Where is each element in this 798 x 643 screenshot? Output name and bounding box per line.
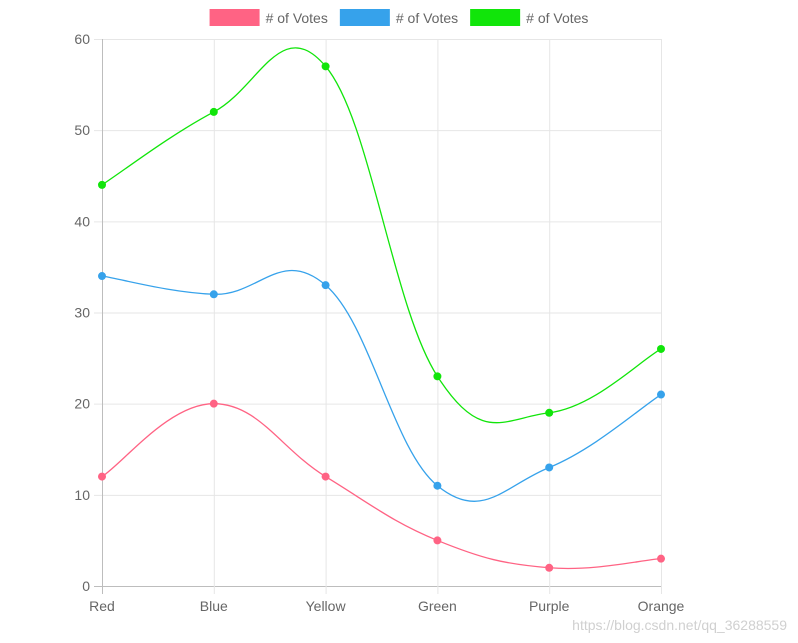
watermark-text: https://blog.csdn.net/qq_36288559: [572, 617, 787, 633]
x-tick-label: Orange: [638, 598, 685, 614]
data-point[interactable]: [545, 463, 554, 472]
x-tick-label: Yellow: [306, 598, 347, 614]
y-tick-label: 50: [74, 122, 90, 138]
series-line: [101, 403, 662, 570]
data-point[interactable]: [321, 62, 330, 71]
legend-swatch: [470, 9, 521, 26]
data-point[interactable]: [433, 536, 442, 545]
series-line: [101, 47, 662, 424]
x-tick-label: Purple: [529, 598, 570, 614]
legend-swatch: [339, 9, 390, 26]
y-tick-label: 20: [74, 396, 90, 412]
legend-item[interactable]: # of Votes: [209, 9, 328, 26]
series-layer: [98, 47, 665, 572]
legend-label: # of Votes: [396, 10, 458, 26]
data-point[interactable]: [657, 390, 665, 399]
data-point[interactable]: [433, 372, 442, 381]
data-point[interactable]: [98, 472, 106, 481]
y-tick-label: 30: [74, 305, 90, 321]
y-tick-label: 10: [74, 487, 90, 503]
legend-label: # of Votes: [266, 10, 328, 26]
legend[interactable]: # of Votes # of Votes # of Votes: [209, 9, 589, 26]
data-point[interactable]: [321, 281, 330, 290]
series-line: [101, 269, 662, 502]
data-point[interactable]: [657, 554, 665, 563]
legend-swatch: [209, 9, 260, 26]
series-1: [98, 399, 665, 572]
data-point[interactable]: [209, 290, 218, 299]
data-point[interactable]: [209, 399, 218, 408]
data-point[interactable]: [98, 272, 106, 281]
legend-item[interactable]: # of Votes: [339, 9, 458, 26]
grid-layer: [94, 39, 662, 594]
data-point[interactable]: [98, 180, 106, 189]
axis-layer: 0 10 20 30 40 50 60 Red Blue Yellow Green Purple Ora…: [74, 31, 684, 614]
x-tick-label: Green: [418, 598, 457, 614]
series-2: [98, 269, 665, 502]
data-point[interactable]: [657, 344, 665, 353]
legend-label: # of Votes: [526, 10, 588, 26]
y-tick-label: 0: [82, 578, 90, 594]
x-tick-label: Red: [89, 598, 115, 614]
legend-item[interactable]: # of Votes: [470, 9, 588, 26]
data-point[interactable]: [545, 408, 554, 417]
y-tick-label: 60: [74, 31, 90, 47]
series-3: [98, 47, 665, 424]
data-point[interactable]: [321, 472, 330, 481]
x-tick-label: Blue: [200, 598, 228, 614]
data-point[interactable]: [209, 107, 218, 116]
y-tick-label: 40: [74, 213, 90, 229]
data-point[interactable]: [545, 563, 554, 572]
data-point[interactable]: [433, 481, 442, 490]
